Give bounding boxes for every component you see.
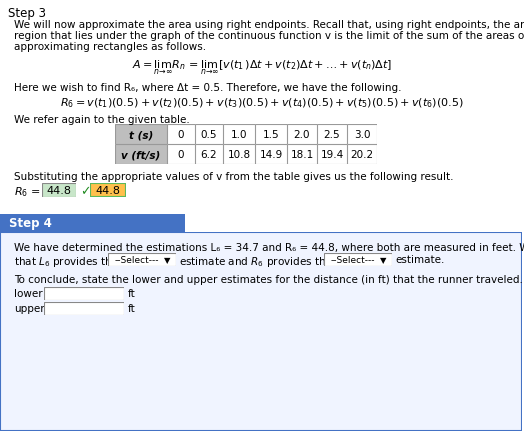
Text: Substituting the appropriate values of v from the table gives us the following r: Substituting the appropriate values of v…	[14, 171, 453, 181]
Text: 2.0: 2.0	[294, 130, 310, 140]
Text: upper: upper	[14, 303, 45, 313]
Text: 2.5: 2.5	[324, 130, 340, 140]
Text: Step 3: Step 3	[8, 7, 46, 20]
Text: 0.5: 0.5	[201, 130, 217, 140]
Text: 1.0: 1.0	[231, 130, 247, 140]
Text: ✓: ✓	[80, 184, 91, 197]
Text: --Select---: --Select---	[115, 256, 159, 264]
Text: ft: ft	[128, 288, 136, 298]
Text: $R_6$ =: $R_6$ =	[14, 184, 41, 198]
Text: approximating rectangles as follows.: approximating rectangles as follows.	[14, 42, 206, 52]
Text: 0: 0	[178, 130, 184, 140]
Text: 19.4: 19.4	[320, 150, 344, 160]
Text: 3.0: 3.0	[354, 130, 370, 140]
Text: 18.1: 18.1	[290, 150, 314, 160]
Text: 10.8: 10.8	[227, 150, 250, 160]
Text: region that lies under the graph of the continuous function v is the limit of th: region that lies under the graph of the …	[14, 31, 524, 41]
Text: ft: ft	[128, 303, 136, 313]
Text: 44.8: 44.8	[95, 186, 121, 196]
Text: lower: lower	[14, 288, 42, 298]
Text: 6.2: 6.2	[201, 150, 217, 160]
Text: estimate and $R_6$ provides the: estimate and $R_6$ provides the	[179, 254, 333, 268]
Text: We refer again to the given table.: We refer again to the given table.	[14, 115, 190, 125]
Text: that $L_6$ provides the: that $L_6$ provides the	[14, 254, 119, 268]
Text: 44.8: 44.8	[47, 186, 71, 196]
Text: 20.2: 20.2	[351, 150, 374, 160]
Text: $R_6 = v(t_1)(0.5) + v(t_2)(0.5) + v(t_3)(0.5) + v(t_4)(0.5) + v(t_5)(0.5) + v(t: $R_6 = v(t_1)(0.5) + v(t_2)(0.5) + v(t_3…	[60, 96, 464, 109]
Text: ▼: ▼	[164, 256, 170, 264]
Text: t (s): t (s)	[129, 130, 153, 140]
Text: Here we wish to find R₆, where Δt = 0.5. Therefore, we have the following.: Here we wish to find R₆, where Δt = 0.5.…	[14, 83, 401, 93]
Text: estimate.: estimate.	[395, 254, 444, 264]
Text: We will now approximate the area using right endpoints. Recall that, using right: We will now approximate the area using r…	[14, 20, 524, 30]
Text: 14.9: 14.9	[259, 150, 282, 160]
Text: We have determined the estimations L₆ = 34.7 and R₆ = 44.8, where both are measu: We have determined the estimations L₆ = …	[14, 243, 524, 253]
Text: To conclude, state the lower and upper estimates for the distance (in ft) that t: To conclude, state the lower and upper e…	[14, 274, 523, 284]
Text: 0: 0	[178, 150, 184, 160]
Text: Step 4: Step 4	[9, 217, 52, 230]
Text: --Select---: --Select---	[331, 256, 375, 264]
Text: v (ft/s): v (ft/s)	[122, 150, 161, 160]
Text: $A = \lim_{n \to \infty} R_n = \lim_{n \to \infty} \left[v(t_1)\Delta t + v(t_2): $A = \lim_{n \to \infty} R_n = \lim_{n \…	[132, 59, 392, 77]
Text: 1.5: 1.5	[263, 130, 279, 140]
Text: ▼: ▼	[380, 256, 387, 264]
